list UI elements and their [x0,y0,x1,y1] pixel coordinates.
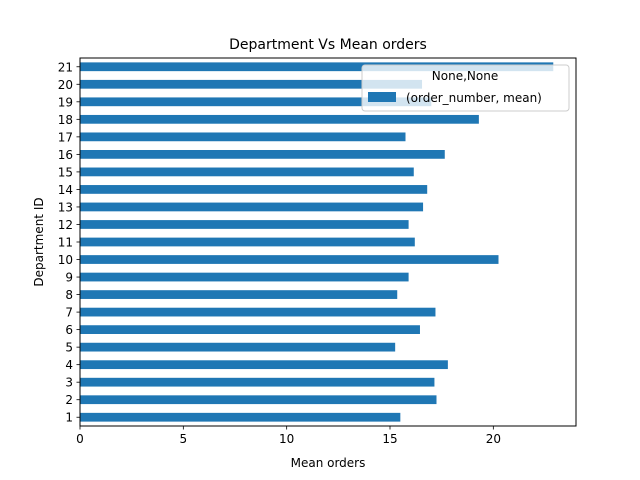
x-axis: 0 5 10 15 20 [76,426,501,446]
bar-dept-19 [80,97,432,107]
legend-swatch [368,92,396,102]
legend-title: None,None [432,69,498,83]
chart-title: Department Vs Mean orders [229,37,427,53]
legend-entry-label: (order_number, mean) [406,91,542,105]
bar-dept-5 [80,342,396,352]
x-tick-label: 0 [76,432,84,446]
bar-dept-8 [80,290,398,299]
y-tick-label: 1 [65,411,73,425]
y-tick-label: 6 [65,323,73,337]
legend: None,None (order_number, mean) [361,64,570,112]
bar-dept-20 [80,79,423,89]
y-tick-label: 14 [58,183,73,197]
y-tick-label: 21 [58,60,73,74]
x-tick-label: 20 [486,432,501,446]
y-tick-label: 8 [65,288,73,302]
y-tick-label: 18 [58,113,73,127]
bar-dept-4 [80,360,448,370]
x-tick-label: 10 [279,432,294,446]
bar-dept-10 [80,255,499,264]
y-tick-label: 12 [58,218,73,232]
y-axis-label: Department ID [32,197,46,286]
y-tick-label: 11 [58,236,73,250]
bar-dept-13 [80,202,424,212]
x-tick-label: 15 [382,432,397,446]
bars-layer [80,62,554,422]
x-axis-label: Mean orders [291,456,366,470]
bar-dept-17 [80,132,406,142]
bar-dept-3 [80,377,435,387]
bar-dept-16 [80,150,445,159]
y-tick-label: 13 [58,200,73,214]
bar-dept-21 [80,62,554,72]
bar-dept-9 [80,272,409,282]
y-tick-label: 7 [65,306,73,320]
y-tick-label: 5 [65,341,73,355]
y-tick-label: 2 [65,393,73,407]
x-tick-label: 5 [180,432,188,446]
bar-dept-12 [80,220,409,229]
bar-dept-6 [80,325,420,334]
bar-dept-1 [80,412,401,422]
y-tick-label: 20 [58,78,73,92]
bar-dept-2 [80,395,437,405]
y-tick-label: 10 [58,253,73,267]
bar-dept-7 [80,307,436,317]
legend-box [361,64,570,112]
y-tick-label: 15 [58,165,73,179]
y-tick-label: 3 [65,376,73,390]
y-tick-label: 17 [58,130,73,144]
bar-dept-15 [80,167,414,177]
y-tick-label: 16 [58,148,73,162]
bar-dept-11 [80,237,415,247]
bar-dept-18 [80,114,479,124]
bar-dept-14 [80,185,428,194]
y-tick-label: 9 [65,271,73,285]
y-tick-label: 19 [58,95,73,109]
y-tick-label: 4 [65,358,73,372]
